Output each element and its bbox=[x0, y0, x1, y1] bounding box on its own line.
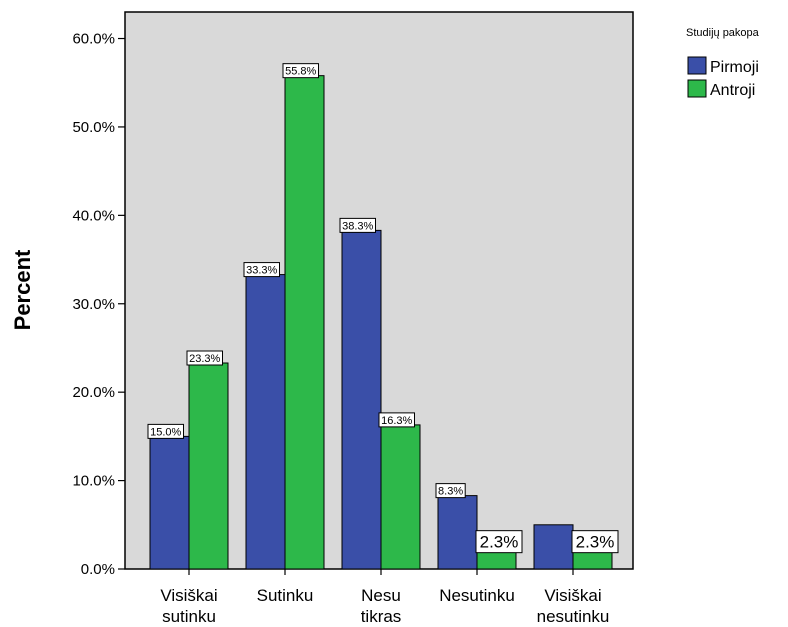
legend-title: Studijų pakopa bbox=[686, 27, 760, 39]
bar-pirmoji bbox=[341, 229, 382, 570]
y-tick-label: 50.0% bbox=[72, 119, 115, 136]
legend-swatch-pirmoji bbox=[687, 56, 707, 75]
x-tick-label: Visiškai bbox=[544, 586, 601, 605]
x-tick-label: sutinku bbox=[162, 607, 216, 626]
legend-swatch-antroji bbox=[687, 79, 707, 98]
y-tick-label: 60.0% bbox=[72, 31, 115, 48]
data-label-box bbox=[339, 217, 376, 233]
x-axis: Visiškai sutinku Sutinku Nesu tikras Nesutink… bbox=[160, 569, 609, 626]
x-tick-label: Sutinku bbox=[257, 586, 314, 605]
bar-pirmoji bbox=[149, 435, 190, 570]
data-label-box bbox=[435, 483, 466, 499]
data-label: 8.3% bbox=[438, 486, 463, 498]
data-label-box bbox=[243, 262, 280, 278]
y-axis-label: Percent bbox=[10, 249, 35, 330]
legend-label-pirmoji: Pirmoji bbox=[710, 59, 759, 76]
y-axis: 0.0% 10.0% 20.0% 30.0% 40.0% 50.0% 60.0% bbox=[72, 31, 125, 578]
data-labels: 15.0% 23.3% 33.3% 55.8% 38.3% 16.3% 8.3% 2.3% 2.… bbox=[147, 63, 619, 554]
y-tick-label: 0.0% bbox=[81, 561, 115, 578]
data-label-box bbox=[147, 423, 184, 439]
data-label-box bbox=[186, 350, 223, 366]
bar-pirmoji bbox=[533, 524, 574, 570]
data-label: 16.3% bbox=[381, 415, 412, 427]
data-label: 23.3% bbox=[189, 353, 220, 365]
legend-label-antroji: Antroji bbox=[710, 82, 755, 99]
y-tick-label: 20.0% bbox=[72, 384, 115, 401]
bar-pirmoji bbox=[437, 495, 478, 570]
data-label-box bbox=[378, 412, 415, 428]
data-label: 55.8% bbox=[285, 66, 316, 78]
x-tick-label: nesutinku bbox=[537, 607, 610, 626]
y-tick-label: 30.0% bbox=[72, 296, 115, 313]
x-tick-label: Nesu bbox=[361, 586, 401, 605]
data-label-box bbox=[475, 530, 523, 554]
bar-antroji bbox=[380, 424, 421, 570]
bar-pirmoji bbox=[245, 274, 286, 570]
x-tick-label: Visiškai bbox=[160, 586, 217, 605]
data-label: 15.0% bbox=[150, 426, 181, 438]
data-label: 2.3% bbox=[480, 533, 519, 552]
bar-antroji bbox=[284, 75, 325, 570]
data-label-box bbox=[571, 530, 619, 554]
data-label: 38.3% bbox=[342, 220, 373, 232]
data-label: 33.3% bbox=[246, 265, 277, 277]
y-tick-label: 40.0% bbox=[72, 207, 115, 224]
y-tick-label: 10.0% bbox=[72, 473, 115, 490]
x-tick-label: Nesutinku bbox=[439, 586, 515, 605]
data-label: 2.3% bbox=[576, 533, 615, 552]
bar-antroji bbox=[188, 362, 229, 570]
legend: Studijų pakopa Pirmoji Antroji bbox=[686, 27, 760, 99]
x-tick-label: tikras bbox=[361, 607, 402, 626]
bars-group bbox=[149, 75, 613, 570]
data-label-box bbox=[282, 63, 319, 79]
